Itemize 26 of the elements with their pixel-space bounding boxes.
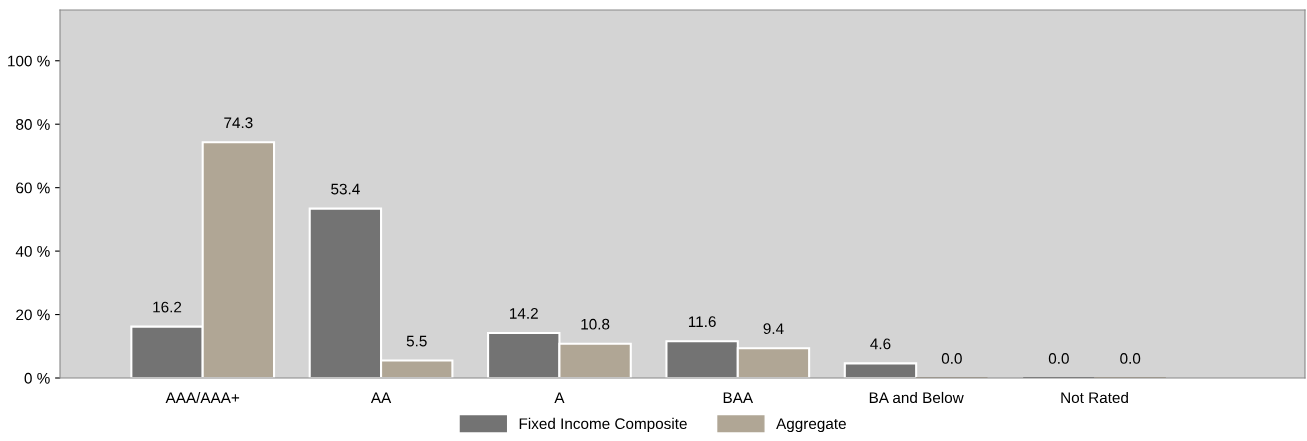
data-label: 11.6	[688, 316, 716, 328]
data-label: 4.6	[870, 338, 891, 350]
y-tick-label: 100 %	[8, 55, 50, 67]
y-tick-label: 60 %	[16, 182, 50, 194]
x-tick-label: BA and Below	[869, 391, 964, 404]
y-tick-label: 40 %	[15, 245, 50, 257]
data-label: 0.0	[1048, 353, 1069, 364]
data-label: 74.3	[224, 117, 253, 129]
data-label: 53.4	[331, 183, 360, 195]
y-tick-label: 0 %	[24, 372, 50, 384]
data-label: 10.8	[581, 318, 610, 330]
x-tick-label: BAA	[723, 392, 754, 403]
y-tick-label: 80 %	[16, 119, 50, 130]
data-label: 5.5	[406, 335, 427, 347]
x-tick-label: Not Rated	[1061, 391, 1128, 404]
data-label: 14.2	[510, 308, 538, 319]
data-label: 0.0	[1120, 353, 1141, 364]
y-tick-label: 20 %	[16, 309, 50, 321]
data-label: 16.2	[153, 301, 182, 313]
x-tick-label: AAA/AAA+	[165, 391, 240, 404]
data-label: 9.4	[763, 323, 784, 335]
x-tick-label: A	[554, 392, 565, 403]
legend-label: Aggregate	[776, 418, 846, 433]
legend-label: Fixed Income Composite	[519, 417, 687, 433]
x-tick-label: AA	[370, 392, 392, 403]
data-label: 0.0	[941, 353, 962, 364]
